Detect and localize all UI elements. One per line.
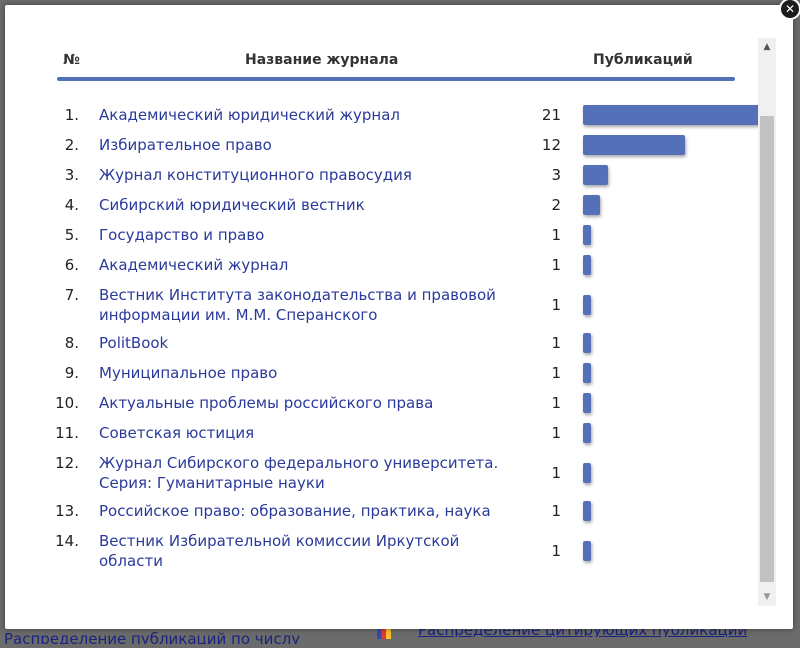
publication-count: 2 — [551, 196, 561, 214]
publication-count: 1 — [551, 256, 561, 274]
publication-bar-track — [583, 363, 763, 383]
journal-title-link[interactable]: Муниципальное право — [99, 364, 278, 382]
row-number: 7. — [64, 286, 79, 304]
publication-bar-track — [583, 105, 763, 125]
publication-bar-track — [583, 255, 763, 275]
publication-bar-track — [583, 195, 763, 215]
publication-bar-track — [583, 541, 763, 561]
publication-bar-track — [583, 333, 763, 353]
journal-title-link[interactable]: Вестник Института законодательства и пра… — [99, 286, 496, 324]
journal-row: 14. Вестник Избирательной комиссии Иркутс… — [55, 531, 747, 571]
journal-title-link[interactable]: Избирательное право — [99, 136, 272, 154]
publication-count: 12 — [541, 136, 561, 154]
close-icon[interactable]: ✕ — [779, 0, 800, 20]
row-number: 2. — [64, 136, 79, 154]
journal-row: 4. Сибирский юридический вестник 2 — [57, 195, 747, 215]
row-number: 4. — [64, 196, 79, 214]
row-number: 10. — [55, 394, 79, 412]
journal-title-link[interactable]: Академический журнал — [99, 256, 289, 274]
publication-bar-track — [583, 135, 763, 155]
journals-modal: № Название журнала Публикаций 1. Академич… — [5, 5, 793, 629]
column-header-number: № — [63, 52, 80, 68]
publication-bar-track — [583, 165, 763, 185]
publication-bar — [583, 393, 591, 413]
journal-title-link[interactable]: Сибирский юридический вестник — [99, 196, 365, 214]
row-number: 6. — [64, 256, 79, 274]
publication-count: 1 — [551, 364, 561, 382]
publication-bar-track — [583, 423, 763, 443]
publication-count: 3 — [551, 166, 561, 184]
publication-bar — [583, 333, 591, 353]
publication-bar — [583, 423, 591, 443]
journal-title-link[interactable]: Журнал Сибирского федерального университ… — [99, 454, 499, 492]
row-number: 9. — [64, 364, 79, 382]
row-number: 3. — [64, 166, 79, 184]
row-number: 12. — [55, 454, 79, 472]
journal-title-link[interactable]: Журнал конституционного правосудия — [99, 166, 412, 184]
journal-title-link[interactable]: Государство и право — [99, 226, 265, 244]
publication-bar-track — [583, 393, 763, 413]
column-header-publications: Публикаций — [593, 52, 693, 68]
journals-panel: № Название журнала Публикаций 1. Академич… — [31, 35, 779, 609]
publication-count: 1 — [551, 226, 561, 244]
journal-row: 7. Вестник Института законодательства и п… — [57, 285, 747, 325]
publication-count: 1 — [551, 542, 561, 560]
journal-title-link[interactable]: Актуальные проблемы российского права — [99, 394, 434, 412]
journal-title-link[interactable]: Вестник Избирательной комиссии Иркутской… — [99, 532, 460, 570]
journal-row: 11. Советская юстиция 1 — [55, 423, 747, 443]
publication-count: 1 — [551, 464, 561, 482]
publication-bar — [583, 541, 591, 561]
scroll-down-icon[interactable]: ▼ — [763, 592, 771, 602]
publication-bar-track — [583, 501, 763, 521]
journal-row: 2. Избирательное право 12 — [57, 135, 747, 155]
background-link-distribution[interactable]: Распределение публикаций по числу — [4, 630, 301, 644]
journal-row: 6. Академический журнал 1 — [57, 255, 747, 275]
journal-title-link[interactable]: Советская юстиция — [99, 424, 255, 442]
row-number: 11. — [55, 424, 79, 442]
publication-bar — [583, 295, 591, 315]
publication-bar — [583, 255, 591, 275]
publication-bar — [583, 463, 591, 483]
row-number: 14. — [55, 532, 79, 550]
scrollbar[interactable]: ▲ ▼ — [758, 38, 776, 606]
journal-row: 1. Академический юридический журнал 21 — [57, 105, 761, 125]
scroll-thumb[interactable] — [760, 116, 774, 582]
table-header: № Название журнала Публикаций — [57, 49, 737, 77]
journal-title-link[interactable]: Академический юридический журнал — [99, 106, 401, 124]
scroll-up-icon[interactable]: ▲ — [763, 42, 771, 52]
publication-count: 1 — [551, 334, 561, 352]
row-number: 1. — [64, 106, 79, 124]
journal-row: 9. Муниципальное право 1 — [57, 363, 747, 383]
header-divider — [57, 77, 735, 81]
publication-count: 1 — [551, 424, 561, 442]
publication-count: 21 — [541, 106, 561, 124]
publication-bar — [583, 195, 600, 215]
row-number: 5. — [64, 226, 79, 244]
row-number: 8. — [64, 334, 79, 352]
publication-count: 1 — [551, 502, 561, 520]
publication-bar — [583, 225, 591, 245]
publication-bar — [583, 165, 608, 185]
journal-title-link[interactable]: PolitBook — [99, 334, 169, 352]
legend-icon — [377, 629, 391, 639]
journal-row: 12. Журнал Сибирского федерального универ… — [55, 453, 747, 493]
column-header-journal-name: Название журнала — [245, 52, 399, 68]
row-number: 13. — [55, 502, 79, 520]
publication-bar — [583, 363, 591, 383]
journal-row: 5. Государство и право 1 — [57, 225, 747, 245]
journal-title-link[interactable]: Российское право: образование, практика,… — [99, 502, 491, 520]
publication-bar — [583, 501, 591, 521]
publication-bar — [583, 135, 685, 155]
journal-row: 10. Актуальные проблемы российского права… — [55, 393, 747, 413]
journal-row: 13. Российское право: образование, практи… — [55, 501, 747, 521]
publication-count: 1 — [551, 296, 561, 314]
publication-bar — [583, 105, 761, 125]
journal-row: 8. PolitBook 1 — [57, 333, 747, 353]
journal-row: 3. Журнал конституционного правосудия 3 — [57, 165, 747, 185]
publication-bar-track — [583, 463, 763, 483]
publication-bar-track — [583, 225, 763, 245]
publication-bar-track — [583, 295, 763, 315]
publication-count: 1 — [551, 394, 561, 412]
